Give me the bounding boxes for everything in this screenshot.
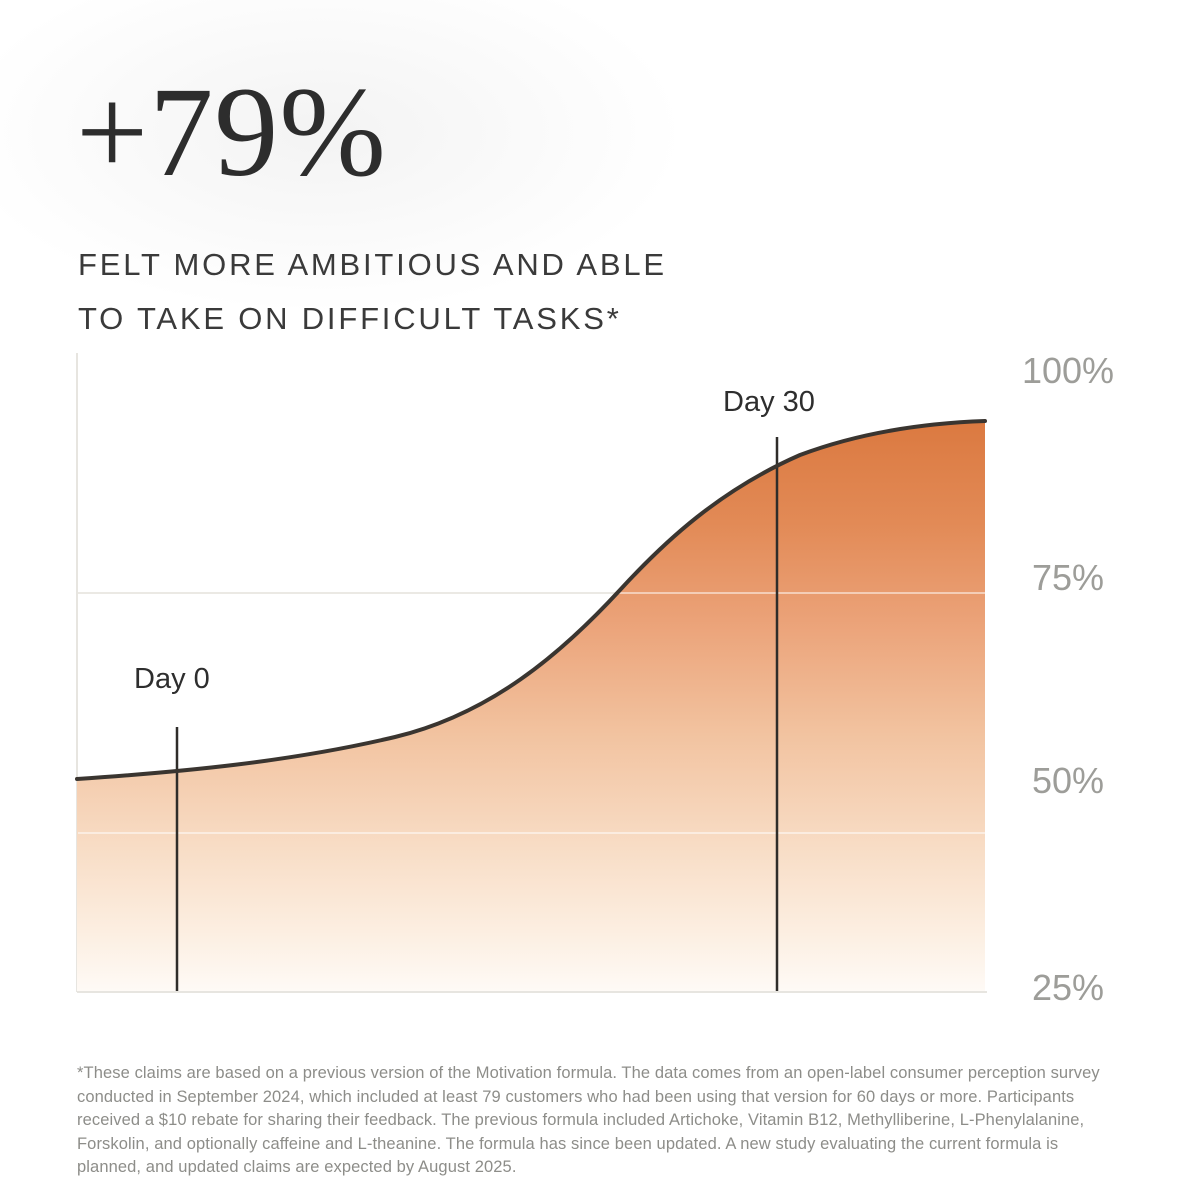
y-tick-75: 75% bbox=[1031, 557, 1105, 598]
area-fill bbox=[77, 421, 985, 992]
day0-label: Day 0 bbox=[134, 663, 210, 695]
subtitle-line-1: FELT MORE AMBITIOUS AND ABLE bbox=[78, 247, 667, 282]
footnote: *These claims are based on a previous ve… bbox=[77, 1064, 1100, 1176]
y-tick-100: 100% bbox=[1021, 350, 1115, 391]
y-tick-50: 50% bbox=[1031, 760, 1105, 801]
headline-value: +79% bbox=[76, 61, 387, 203]
day30-label: Day 30 bbox=[723, 386, 815, 418]
trend-curve bbox=[75, 419, 987, 781]
subtitle-line-2: TO TAKE ON DIFFICULT TASKS* bbox=[78, 301, 622, 336]
y-tick-25: 25% bbox=[1031, 967, 1105, 1008]
headline-subtitle: FELT MORE AMBITIOUS AND ABLE TO TAKE ON … bbox=[78, 238, 667, 346]
